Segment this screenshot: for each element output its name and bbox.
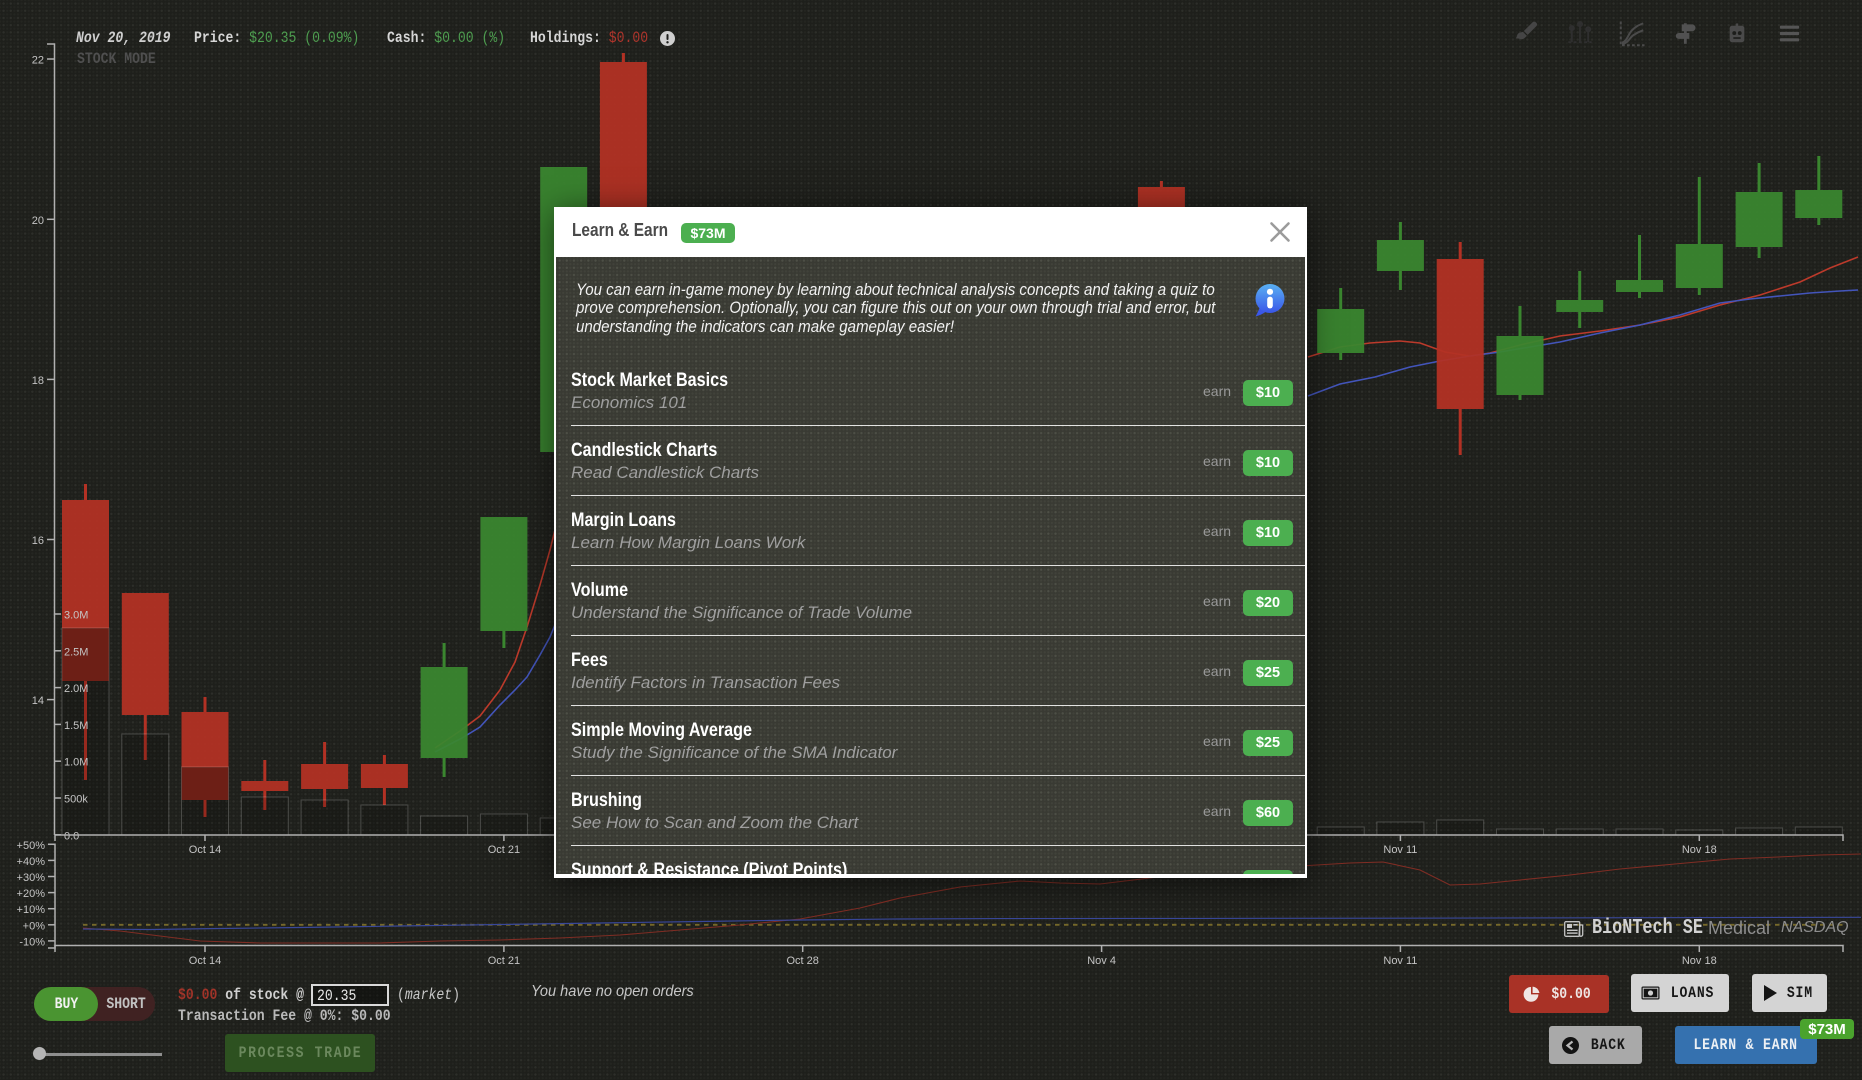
svg-text:Oct 14: Oct 14 [189,955,221,967]
svg-text:Oct 28: Oct 28 [786,955,818,967]
svg-text:Oct 21: Oct 21 [488,844,520,856]
svg-text:18: 18 [32,375,44,387]
svg-text:Nov 11: Nov 11 [1383,844,1417,856]
svg-text:14: 14 [32,695,44,707]
svg-text:1.5M: 1.5M [64,720,88,732]
svg-text:16: 16 [32,535,44,547]
svg-text:+30%: +30% [17,872,46,884]
svg-text:Nov 18: Nov 18 [1682,955,1717,967]
svg-text:+40%: +40% [17,856,46,868]
svg-text:22: 22 [32,55,44,67]
svg-text:Nov 11: Nov 11 [1383,955,1417,967]
svg-text:+20%: +20% [17,888,46,900]
svg-text:+50%: +50% [17,840,46,852]
svg-text:2.0M: 2.0M [64,683,88,695]
svg-text:20: 20 [32,215,44,227]
svg-text:1.0M: 1.0M [64,757,88,769]
svg-text:2.5M: 2.5M [64,646,88,658]
svg-text:-10%: -10% [19,936,45,948]
svg-text:500k: 500k [64,794,88,806]
svg-text:3.0M: 3.0M [64,610,88,622]
svg-text:Nov 4: Nov 4 [1087,955,1116,967]
svg-text:Nov 18: Nov 18 [1682,844,1717,856]
svg-text:+10%: +10% [17,904,46,916]
svg-text:+0%: +0% [23,920,46,932]
svg-text:Oct 14: Oct 14 [189,844,221,856]
svg-text:Oct 21: Oct 21 [488,955,520,967]
svg-text:0.0: 0.0 [64,830,79,842]
